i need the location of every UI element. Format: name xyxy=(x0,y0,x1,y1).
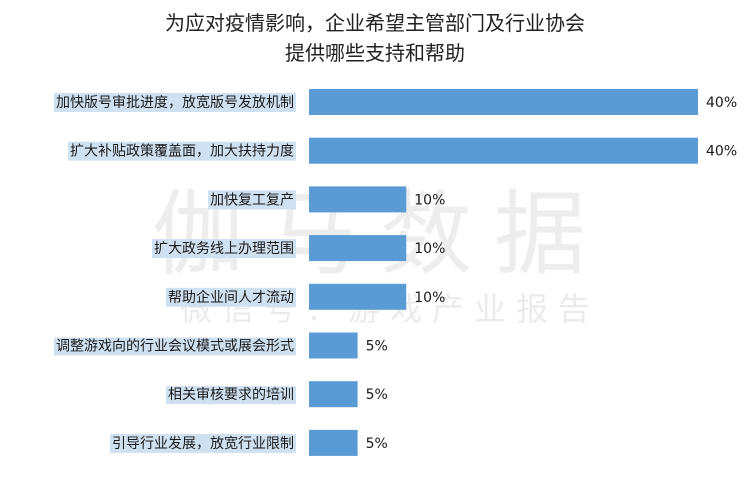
value-label: 40% xyxy=(706,95,737,111)
bar xyxy=(309,381,358,408)
bar xyxy=(309,186,407,213)
category-label-highlight xyxy=(68,141,296,161)
category-label-highlight xyxy=(110,433,296,453)
value-label: 10% xyxy=(414,241,445,257)
chart-title-line-1: 为应对疫情影响，企业希望主管部门及行业协会 xyxy=(165,11,585,35)
category-label: 加快版号审批进度，放宽版号发放机制 xyxy=(56,94,294,111)
category-label-highlight xyxy=(152,239,296,259)
bar xyxy=(309,137,698,164)
category-label: 引导行业发展，放宽行业限制 xyxy=(112,435,294,452)
category-label: 扩大补贴政策覆盖面，加大扶持力度 xyxy=(70,143,294,160)
chart-title-line-2: 提供哪些支持和帮助 xyxy=(285,41,465,65)
value-label: 5% xyxy=(366,339,388,355)
bar xyxy=(309,429,358,456)
category-label-highlight xyxy=(166,287,296,307)
bar xyxy=(309,89,698,115)
value-label: 5% xyxy=(366,436,388,452)
bar xyxy=(309,235,407,262)
category-label-highlight xyxy=(166,386,296,405)
bar xyxy=(309,283,407,310)
value-label: 5% xyxy=(366,387,388,403)
chart-title: 为应对疫情影响，企业希望主管部门及行业协会 提供哪些支持和帮助 xyxy=(0,8,750,68)
category-label: 相关审核要求的培训 xyxy=(168,387,294,403)
value-label: 40% xyxy=(706,144,737,160)
category-label-highlight xyxy=(54,337,296,356)
category-label: 帮助企业间人才流动 xyxy=(168,289,294,306)
category-label-highlight xyxy=(54,93,296,112)
category-label: 调整游戏向的行业会议模式或展会形式 xyxy=(56,339,294,355)
value-label: 10% xyxy=(414,192,445,208)
category-label-highlight xyxy=(208,190,296,210)
category-label: 扩大政务线上办理范围 xyxy=(154,240,294,257)
bar xyxy=(309,332,358,359)
category-label: 加快复工复产 xyxy=(210,191,294,208)
value-label: 10% xyxy=(414,290,445,306)
